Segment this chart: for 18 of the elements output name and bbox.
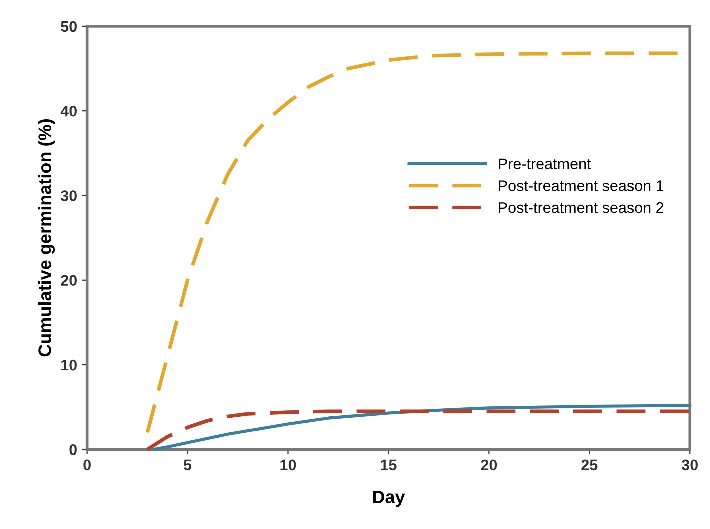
y-tick-label: 30 — [60, 190, 77, 202]
x-tick-label: 30 — [682, 460, 698, 471]
y-tick-label: 20 — [61, 275, 77, 286]
legend-label: Post-treatment season 2 — [499, 202, 664, 214]
x-tick-label: 5 — [184, 460, 192, 471]
x-tick-label: 0 — [84, 460, 91, 471]
x-tick-label: 20 — [481, 460, 498, 471]
y-axis-title: Cumulative germination (%) — [38, 120, 56, 357]
legend-label: Pre-treatment — [499, 158, 592, 170]
x-tick-label: 15 — [381, 460, 397, 471]
y-tick-label: 10 — [62, 360, 77, 371]
y-tick-label: 0 — [70, 444, 77, 456]
x-tick-label: 10 — [280, 460, 296, 471]
x-tick-label: 25 — [582, 460, 598, 471]
x-axis-title: Day — [373, 490, 406, 508]
legend-label: Post-treatment season 1 — [499, 180, 664, 192]
y-tick-label: 50 — [61, 21, 77, 32]
y-tick-label: 40 — [60, 106, 77, 117]
